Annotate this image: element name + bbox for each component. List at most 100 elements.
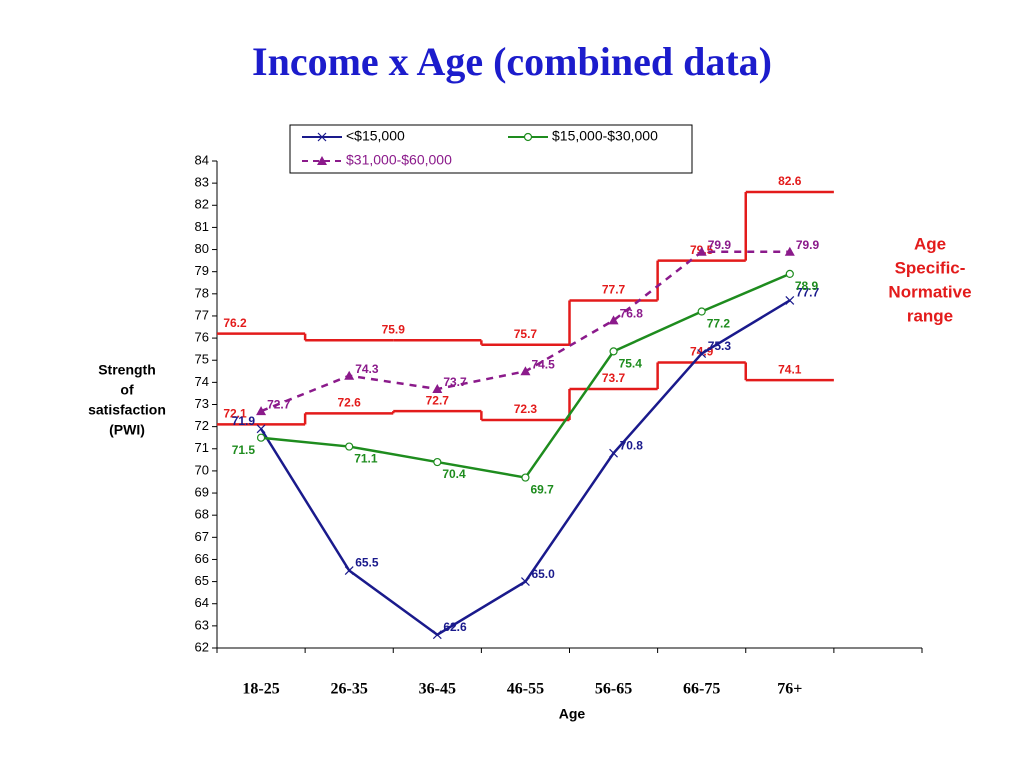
marker bbox=[609, 347, 618, 356]
y-tick-label: 69 bbox=[195, 484, 209, 499]
y-tick-label: 78 bbox=[195, 285, 209, 300]
annotation: Age bbox=[914, 234, 946, 253]
marker bbox=[521, 577, 530, 587]
marker bbox=[317, 156, 327, 165]
range-label: 75.9 bbox=[382, 322, 406, 336]
range-label: 75.7 bbox=[514, 327, 538, 341]
marker bbox=[256, 433, 266, 442]
data-label: 69.7 bbox=[530, 483, 554, 497]
y-tick-label: 76 bbox=[195, 330, 209, 345]
range-label: 74.1 bbox=[778, 362, 802, 376]
annotation: Specific- bbox=[895, 258, 966, 277]
range-label: 72.7 bbox=[426, 393, 450, 407]
range-label: 72.3 bbox=[514, 402, 538, 416]
y-tick-label: 74 bbox=[195, 374, 209, 389]
x-tick-label: 18-25 bbox=[242, 681, 279, 698]
y-axis-label: satisfaction bbox=[88, 402, 166, 418]
marker bbox=[317, 132, 327, 142]
y-tick-label: 84 bbox=[195, 152, 209, 167]
marker bbox=[432, 630, 442, 640]
y-tick-label: 79 bbox=[195, 263, 209, 278]
y-axis-label: Strength bbox=[98, 362, 156, 378]
data-label: 71.9 bbox=[232, 414, 256, 428]
data-label: 62.6 bbox=[443, 620, 467, 634]
data-label: 75.4 bbox=[619, 357, 643, 371]
data-label: 74.3 bbox=[355, 362, 379, 376]
data-label: 71.1 bbox=[354, 452, 378, 466]
y-tick-label: 82 bbox=[195, 197, 209, 212]
marker bbox=[697, 349, 707, 359]
marker bbox=[785, 296, 795, 305]
data-label: 71.5 bbox=[232, 443, 256, 457]
data-label: 78.9 bbox=[795, 279, 819, 293]
range-label: 72.1 bbox=[223, 407, 247, 421]
x-tick-label: 76+ bbox=[777, 681, 802, 698]
data-label: 70.8 bbox=[620, 438, 644, 452]
data-label: 77.7 bbox=[796, 286, 820, 300]
y-tick-label: 80 bbox=[195, 241, 209, 256]
y-tick-label: 70 bbox=[195, 462, 209, 477]
annotation: Normative bbox=[888, 282, 971, 301]
data-label: 65.0 bbox=[531, 567, 555, 581]
marker bbox=[784, 246, 795, 256]
series-line bbox=[260, 272, 791, 479]
y-tick-label: 83 bbox=[195, 175, 209, 190]
x-tick-label: 26-35 bbox=[331, 681, 368, 698]
y-axis-label: of bbox=[120, 382, 134, 398]
marker bbox=[344, 566, 354, 575]
marker bbox=[608, 315, 619, 325]
y-tick-label: 67 bbox=[195, 529, 209, 544]
x-tick-label: 56-65 bbox=[595, 681, 632, 698]
marker bbox=[609, 448, 618, 458]
data-label: 70.4 bbox=[442, 467, 466, 481]
y-tick-label: 75 bbox=[195, 352, 209, 367]
range-label: 82.6 bbox=[778, 174, 802, 188]
range-label: 74.9 bbox=[690, 345, 714, 359]
data-label: 74.5 bbox=[531, 357, 555, 371]
legend-label: <$15,000 bbox=[346, 128, 405, 144]
y-tick-label: 77 bbox=[195, 307, 209, 322]
marker bbox=[433, 457, 442, 467]
marker bbox=[785, 269, 794, 278]
data-label: 76.8 bbox=[620, 307, 644, 321]
data-label: 72.7 bbox=[267, 397, 291, 411]
y-tick-label: 64 bbox=[195, 595, 209, 610]
data-label: 77.2 bbox=[707, 317, 731, 331]
x-tick-label: 46-55 bbox=[507, 681, 544, 698]
data-label: 79.9 bbox=[708, 238, 732, 252]
marker bbox=[520, 366, 531, 376]
marker bbox=[523, 132, 533, 142]
legend-label: $31,000-$60,000 bbox=[346, 152, 452, 168]
marker bbox=[256, 406, 267, 416]
marker bbox=[696, 246, 707, 256]
data-label: 73.7 bbox=[443, 375, 467, 389]
data-label: 75.3 bbox=[708, 339, 732, 353]
legend-label: $15,000-$30,000 bbox=[552, 128, 658, 144]
y-tick-label: 66 bbox=[195, 551, 209, 566]
y-tick-label: 68 bbox=[195, 507, 209, 522]
marker bbox=[256, 424, 266, 434]
marker bbox=[697, 307, 706, 316]
data-label: 79.9 bbox=[796, 238, 820, 252]
y-tick-label: 62 bbox=[195, 639, 209, 654]
y-tick-label: 73 bbox=[195, 396, 209, 411]
y-tick-label: 72 bbox=[195, 418, 209, 433]
marker bbox=[521, 473, 530, 482]
annotation: range bbox=[907, 306, 953, 325]
legend-box bbox=[289, 124, 693, 174]
y-axis-label: (PWI) bbox=[109, 422, 145, 438]
y-tick-label: 71 bbox=[195, 440, 209, 455]
marker bbox=[344, 370, 355, 380]
y-tick-label: 81 bbox=[195, 219, 209, 234]
chart-title: Income x Age (combined data) bbox=[252, 39, 772, 84]
range-label: 72.6 bbox=[338, 396, 362, 410]
marker bbox=[432, 384, 443, 394]
x-tick-label: 66-75 bbox=[683, 681, 720, 698]
data-label: 65.5 bbox=[355, 556, 379, 570]
x-axis-label: Age bbox=[559, 706, 586, 722]
y-tick-label: 63 bbox=[195, 617, 209, 632]
y-tick-label: 65 bbox=[195, 573, 209, 588]
marker bbox=[345, 442, 354, 451]
range-label: 77.7 bbox=[602, 283, 626, 297]
